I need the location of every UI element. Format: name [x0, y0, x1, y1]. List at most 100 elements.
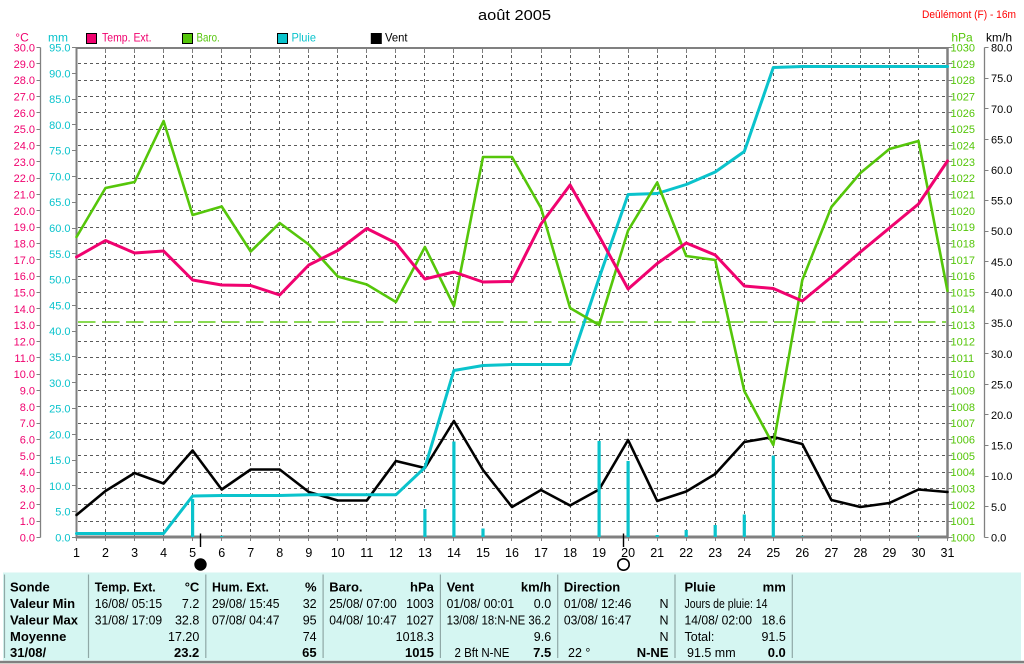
svg-text:1017: 1017	[951, 255, 975, 267]
svg-text:hPa: hPa	[951, 31, 973, 45]
svg-text:17.0: 17.0	[14, 255, 35, 267]
svg-text:5.0: 5.0	[55, 507, 70, 519]
svg-text:91.5 mm: 91.5 mm	[687, 646, 736, 660]
svg-text:7.0: 7.0	[20, 418, 35, 430]
svg-text:20: 20	[621, 546, 635, 560]
svg-text:12: 12	[389, 546, 403, 560]
svg-text:1015: 1015	[405, 645, 434, 660]
svg-text:Jours de pluie: 14: Jours de pluie: 14	[685, 597, 768, 611]
svg-text:2 Bft N-NE: 2 Bft N-NE	[455, 646, 510, 660]
svg-text:75.0: 75.0	[991, 73, 1012, 85]
svg-text:4.0: 4.0	[20, 467, 35, 479]
svg-text:95: 95	[303, 614, 317, 628]
svg-text:29: 29	[882, 546, 896, 560]
svg-text:Hum. Ext.: Hum. Ext.	[212, 580, 269, 595]
svg-text:8.0: 8.0	[20, 402, 35, 414]
svg-text:1011: 1011	[951, 353, 975, 365]
svg-text:20.0: 20.0	[14, 206, 35, 218]
svg-text:1.0: 1.0	[20, 516, 35, 528]
svg-text:Vent: Vent	[385, 31, 408, 45]
svg-text:3: 3	[131, 546, 138, 560]
svg-text:50.0: 50.0	[49, 275, 70, 287]
svg-text:1007: 1007	[951, 418, 975, 430]
svg-text:55.0: 55.0	[49, 249, 70, 261]
svg-text:14/08/ 02:00: 14/08/ 02:00	[685, 614, 753, 628]
svg-text:18: 18	[563, 546, 577, 560]
svg-text:Temp. Ext.: Temp. Ext.	[102, 31, 152, 45]
svg-text:1001: 1001	[951, 516, 975, 528]
svg-text:16: 16	[505, 546, 519, 560]
svg-text:1003: 1003	[951, 484, 975, 496]
svg-text:12.0: 12.0	[14, 337, 35, 349]
svg-text:31/08/ 17:09: 31/08/ 17:09	[95, 614, 163, 628]
svg-text:1005: 1005	[951, 451, 975, 463]
svg-text:14.0: 14.0	[14, 304, 35, 316]
svg-text:15.0: 15.0	[49, 455, 70, 467]
svg-text:30.0: 30.0	[991, 349, 1012, 361]
svg-text:1030: 1030	[951, 43, 975, 55]
svg-text:Moyenne: Moyenne	[10, 629, 66, 644]
svg-text:80.0: 80.0	[991, 43, 1012, 55]
svg-text:1019: 1019	[951, 222, 975, 234]
svg-text:1014: 1014	[951, 304, 975, 316]
svg-text:7: 7	[247, 546, 254, 560]
svg-text:07/08/ 04:47: 07/08/ 04:47	[212, 614, 280, 628]
svg-text:26: 26	[795, 546, 809, 560]
svg-text:30.0: 30.0	[49, 378, 70, 390]
svg-text:01/08/ 12:46: 01/08/ 12:46	[564, 597, 632, 611]
svg-text:1000: 1000	[951, 533, 975, 545]
svg-text:29.0: 29.0	[14, 59, 35, 71]
svg-text:11.0: 11.0	[14, 353, 35, 365]
svg-text:1018: 1018	[951, 239, 975, 251]
svg-text:80.0: 80.0	[49, 120, 70, 132]
svg-text:45.0: 45.0	[49, 300, 70, 312]
svg-text:5.0: 5.0	[991, 502, 1006, 514]
svg-text:N: N	[659, 614, 668, 628]
svg-text:5.0: 5.0	[20, 451, 35, 463]
svg-text:hPa: hPa	[410, 580, 435, 595]
svg-text:22 °: 22 °	[568, 646, 590, 660]
svg-text:N: N	[659, 597, 668, 611]
svg-text:1029: 1029	[951, 59, 975, 71]
svg-text:13.0: 13.0	[14, 320, 35, 332]
svg-text:40.0: 40.0	[991, 288, 1012, 300]
svg-text:0.0: 0.0	[991, 533, 1006, 545]
svg-text:2: 2	[102, 546, 109, 560]
svg-text:15.0: 15.0	[14, 288, 35, 300]
svg-text:65: 65	[302, 645, 316, 660]
svg-text:5: 5	[189, 546, 196, 560]
svg-text:3.0: 3.0	[20, 484, 35, 496]
svg-text:65.0: 65.0	[49, 197, 70, 209]
svg-text:18.6: 18.6	[761, 614, 785, 628]
svg-text:1020: 1020	[951, 206, 975, 218]
svg-text:91.5: 91.5	[761, 630, 785, 644]
svg-text:27: 27	[824, 546, 838, 560]
svg-text:75.0: 75.0	[49, 146, 70, 158]
svg-text:Pluie: Pluie	[685, 580, 716, 595]
svg-text:1024: 1024	[951, 141, 975, 153]
svg-text:23: 23	[708, 546, 722, 560]
svg-text:35.0: 35.0	[991, 318, 1012, 330]
svg-text:°C: °C	[15, 31, 29, 45]
svg-text:août 2005: août 2005	[478, 7, 551, 24]
svg-text:23.0: 23.0	[14, 157, 35, 169]
svg-text:9.0: 9.0	[20, 386, 35, 398]
svg-text:14: 14	[447, 546, 461, 560]
svg-text:19.0: 19.0	[14, 222, 35, 234]
svg-text:25.0: 25.0	[49, 404, 70, 416]
svg-text:24: 24	[737, 546, 751, 560]
svg-text:20.0: 20.0	[49, 429, 70, 441]
svg-text:10.0: 10.0	[991, 471, 1012, 483]
svg-text:Total:: Total:	[685, 630, 715, 644]
svg-text:N: N	[659, 630, 668, 644]
svg-text:21: 21	[650, 546, 664, 560]
svg-text:31/08/: 31/08/	[10, 645, 47, 660]
svg-text:15.0: 15.0	[991, 441, 1012, 453]
svg-text:0.0: 0.0	[55, 533, 70, 545]
svg-text:25/08/ 07:00: 25/08/ 07:00	[329, 597, 397, 611]
svg-text:Direction: Direction	[564, 580, 620, 595]
svg-text:1021: 1021	[951, 190, 975, 202]
svg-text:%: %	[305, 580, 317, 595]
svg-text:1015: 1015	[951, 288, 975, 300]
svg-text:25.0: 25.0	[14, 124, 35, 136]
